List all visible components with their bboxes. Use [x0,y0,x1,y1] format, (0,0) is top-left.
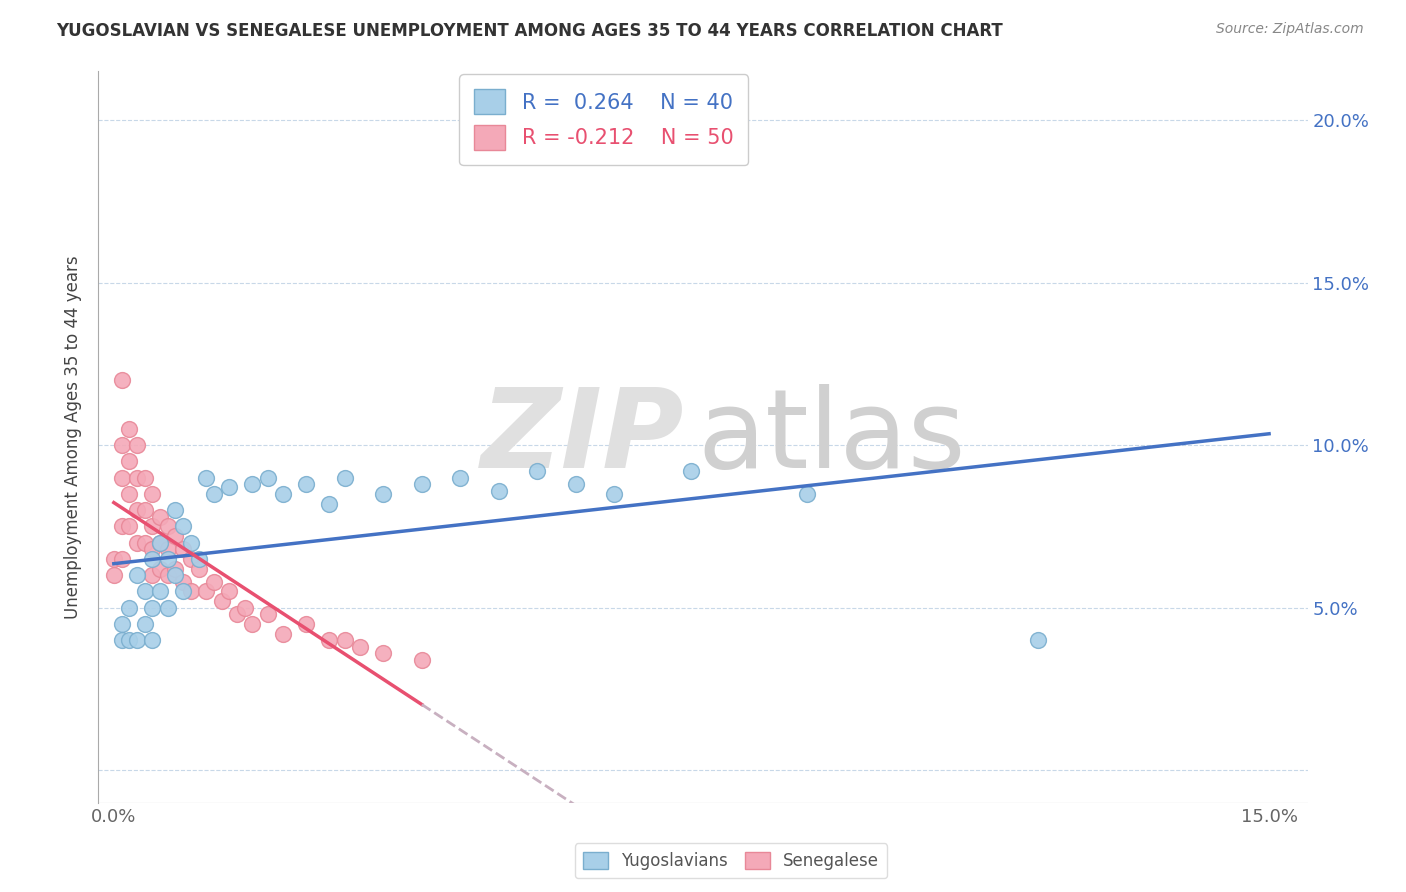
Point [318,633,340,648]
Text: atlas: atlas [697,384,966,491]
Point [134,617,156,632]
Point [257,607,280,622]
Y-axis label: Unemployment Among Ages 35 to 44 years: Unemployment Among Ages 35 to 44 years [65,255,83,619]
Point [187,562,209,576]
Point [180,552,202,566]
Point [165,568,187,582]
Point [110,633,132,648]
Point [156,519,179,533]
Point [134,503,156,517]
Point [603,487,626,501]
Point [242,617,264,632]
Point [134,471,156,485]
Point [226,607,249,622]
Point [118,422,141,436]
Point [172,519,194,533]
Legend: Yugoslavians, Senegalese: Yugoslavians, Senegalese [575,843,887,879]
Point [172,574,194,589]
Point [165,503,187,517]
Point [271,487,294,501]
Point [125,471,148,485]
Point [218,584,240,599]
Point [110,552,132,566]
Point [411,477,433,491]
Point [318,497,340,511]
Point [165,529,187,543]
Point [526,464,548,478]
Point [172,584,194,599]
Point [149,509,172,524]
Point [796,487,818,501]
Point [233,600,256,615]
Point [202,487,225,501]
Point [110,471,132,485]
Point [373,646,395,660]
Point [118,454,141,468]
Point [134,535,156,549]
Point [165,562,187,576]
Point [172,542,194,557]
Point [125,438,148,452]
Text: YUGOSLAVIAN VS SENEGALESE UNEMPLOYMENT AMONG AGES 35 TO 44 YEARS CORRELATION CHA: YUGOSLAVIAN VS SENEGALESE UNEMPLOYMENT A… [56,22,1002,40]
Point [156,552,179,566]
Point [149,584,172,599]
Point [349,640,371,654]
Point [180,535,202,549]
Point [681,464,703,478]
Point [565,477,588,491]
Point [202,574,225,589]
Point [125,535,148,549]
Point [1026,633,1049,648]
Point [125,503,148,517]
Legend: R =  0.264    N = 40, R = -0.212    N = 50: R = 0.264 N = 40, R = -0.212 N = 50 [460,74,748,165]
Point [125,568,148,582]
Point [125,633,148,648]
Point [411,653,433,667]
Point [149,562,172,576]
Point [110,373,132,387]
Point [141,600,163,615]
Point [149,535,172,549]
Point [180,584,202,599]
Point [242,477,264,491]
Point [110,519,132,533]
Point [156,568,179,582]
Point [156,600,179,615]
Point [488,483,510,498]
Point [156,542,179,557]
Point [118,600,141,615]
Point [118,519,141,533]
Point [218,480,240,494]
Point [295,617,318,632]
Point [118,633,141,648]
Point [195,584,218,599]
Point [110,438,132,452]
Point [141,542,163,557]
Point [449,471,471,485]
Point [110,617,132,632]
Text: Source: ZipAtlas.com: Source: ZipAtlas.com [1216,22,1364,37]
Point [373,487,395,501]
Point [211,594,233,608]
Point [187,552,209,566]
Point [141,487,163,501]
Point [271,626,294,640]
Point [333,633,356,648]
Point [195,471,218,485]
Point [333,471,356,485]
Point [141,552,163,566]
Text: ZIP: ZIP [481,384,685,491]
Point [295,477,318,491]
Point [103,568,125,582]
Point [141,519,163,533]
Point [118,487,141,501]
Point [134,584,156,599]
Point [103,552,125,566]
Point [141,633,163,648]
Point [257,471,280,485]
Point [141,568,163,582]
Point [149,535,172,549]
